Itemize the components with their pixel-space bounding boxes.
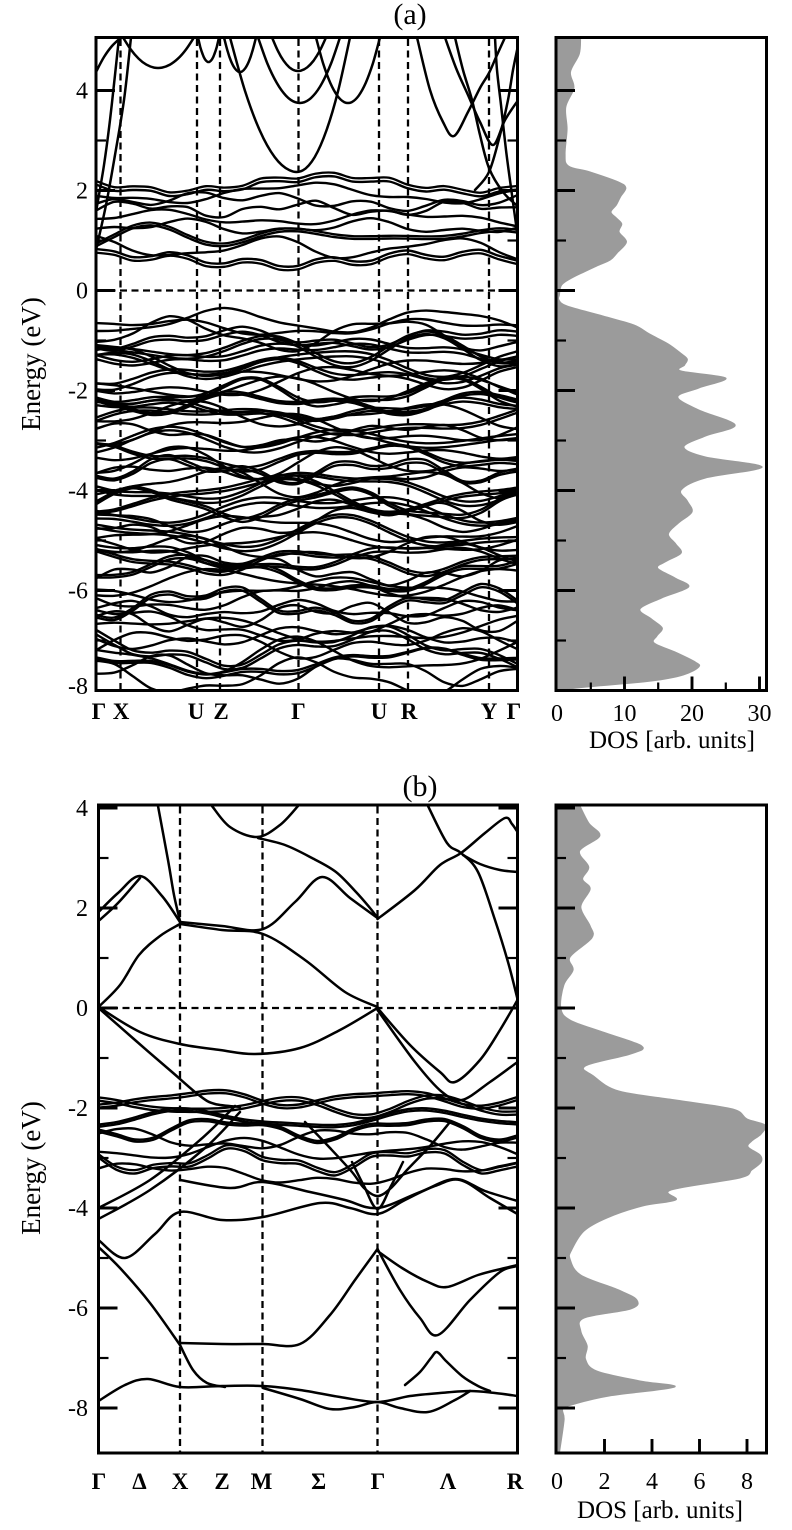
svg-text:0: 0 xyxy=(551,701,563,727)
svg-text:Z: Z xyxy=(214,1469,229,1494)
svg-text:Γ: Γ xyxy=(507,699,522,724)
svg-text:0: 0 xyxy=(551,1469,563,1495)
svg-text:20: 20 xyxy=(680,701,704,727)
svg-text:4: 4 xyxy=(76,79,88,105)
svg-text:DOS [arb. units]: DOS [arb. units] xyxy=(589,727,755,754)
svg-text:X: X xyxy=(172,1469,189,1494)
svg-text:(b): (b) xyxy=(403,770,438,803)
svg-text:Y: Y xyxy=(481,699,498,724)
svg-text:U: U xyxy=(188,699,205,724)
svg-text:Energy (eV): Energy (eV) xyxy=(16,1101,46,1235)
svg-text:8: 8 xyxy=(741,1469,753,1495)
svg-text:Energy (eV): Energy (eV) xyxy=(16,297,46,431)
svg-text:R: R xyxy=(401,699,418,724)
svg-text:X: X xyxy=(113,699,130,724)
svg-text:-4: -4 xyxy=(68,479,88,505)
svg-text:Δ: Δ xyxy=(132,1469,147,1494)
svg-text:-2: -2 xyxy=(68,1096,88,1122)
svg-text:4: 4 xyxy=(646,1469,658,1495)
svg-text:0: 0 xyxy=(76,996,88,1022)
svg-text:2: 2 xyxy=(599,1469,611,1495)
svg-text:Z: Z xyxy=(213,699,228,724)
svg-text:Λ: Λ xyxy=(440,1469,457,1494)
svg-text:Γ: Γ xyxy=(92,699,107,724)
svg-text:Γ: Γ xyxy=(371,1469,386,1494)
svg-text:Γ: Γ xyxy=(291,699,306,724)
svg-text:M: M xyxy=(251,1469,273,1494)
svg-text:6: 6 xyxy=(694,1469,706,1495)
svg-text:10: 10 xyxy=(613,701,637,727)
svg-text:DOS [arb. units]: DOS [arb. units] xyxy=(577,1497,743,1524)
svg-text:Γ: Γ xyxy=(92,1469,107,1494)
svg-text:4: 4 xyxy=(76,796,88,822)
svg-text:(a): (a) xyxy=(393,0,426,31)
svg-text:-8: -8 xyxy=(68,674,88,700)
svg-text:-8: -8 xyxy=(68,1396,88,1422)
svg-text:2: 2 xyxy=(76,179,88,205)
svg-text:30: 30 xyxy=(748,701,772,727)
svg-text:-4: -4 xyxy=(68,1196,88,1222)
svg-text:-2: -2 xyxy=(68,379,88,405)
svg-text:0: 0 xyxy=(76,279,88,305)
svg-text:Σ: Σ xyxy=(311,1469,326,1494)
svg-text:R: R xyxy=(507,1469,524,1494)
svg-text:2: 2 xyxy=(76,896,88,922)
svg-text:U: U xyxy=(371,699,388,724)
svg-text:-6: -6 xyxy=(68,579,88,605)
svg-text:-6: -6 xyxy=(68,1296,88,1322)
